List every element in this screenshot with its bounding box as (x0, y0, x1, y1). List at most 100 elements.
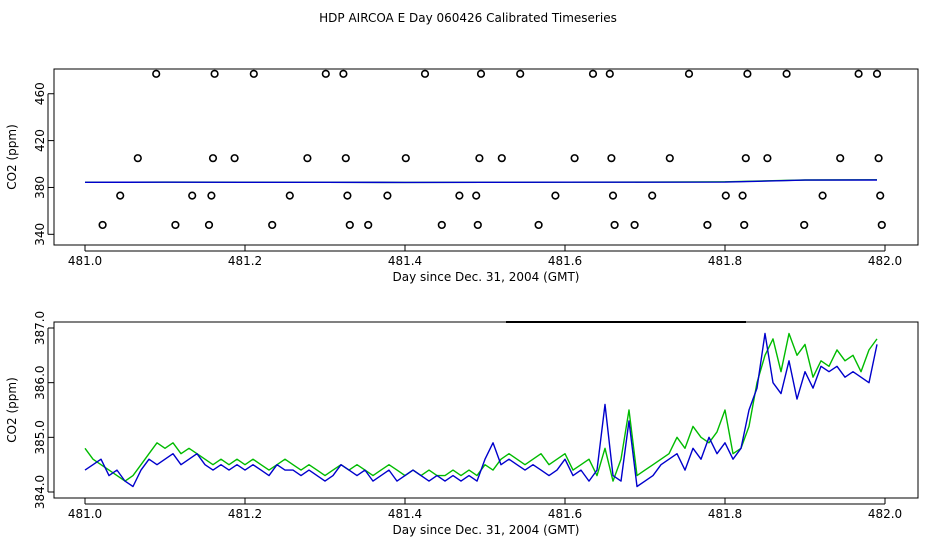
y-tick-label: 420 (33, 129, 47, 152)
data-point (534, 220, 543, 230)
data-point (472, 191, 481, 200)
data-point (738, 191, 747, 200)
data-point (364, 220, 373, 230)
data-point (420, 69, 430, 78)
data-point (684, 69, 694, 78)
data-point (763, 154, 772, 163)
data-point (475, 154, 484, 163)
data-point (437, 220, 446, 230)
x-tick-label: 481.2 (228, 254, 262, 268)
data-point (249, 69, 258, 78)
top-series-lines (84, 179, 878, 184)
data-point (285, 191, 294, 200)
bottom-series-lines (84, 332, 878, 488)
x-tick-label: 481.2 (228, 507, 262, 521)
data-point (230, 154, 239, 163)
bottom-plot-frame (53, 321, 919, 499)
y-tick-label: 380 (33, 176, 47, 199)
y-tick-label: 385.0 (33, 420, 47, 454)
data-point (188, 191, 197, 200)
data-point (665, 154, 674, 163)
x-tick-label: 482.0 (868, 254, 902, 268)
series-line (84, 179, 878, 184)
y-tick-label: 460 (33, 82, 47, 105)
data-point (782, 69, 791, 78)
data-point (455, 191, 464, 200)
bottom-y-ticks: 384.0 385.0 386.0 387.0 (33, 311, 54, 509)
bottom-panel: 481.0 481.2 481.4 481.6 481.8 482.0 384.0 385.… (5, 311, 919, 537)
series-line (84, 332, 878, 482)
data-point (171, 220, 180, 230)
data-point (605, 69, 614, 78)
data-point (98, 220, 107, 230)
data-point (152, 69, 161, 78)
data-point (743, 69, 752, 78)
data-point (473, 220, 482, 230)
series-line (84, 332, 878, 488)
top-x-ticks: 481.0 481.2 481.4 481.6 481.8 482.0 (68, 245, 902, 268)
data-point (341, 154, 350, 163)
data-point (610, 220, 619, 230)
data-point (207, 191, 216, 200)
x-tick-label: 481.0 (68, 507, 102, 521)
top-x-axis-label: Day since Dec. 31, 2004 (GMT) (393, 270, 580, 284)
top-scatter-points (98, 69, 886, 230)
data-point (268, 220, 277, 230)
bottom-x-axis-label: Day since Dec. 31, 2004 (GMT) (393, 523, 580, 537)
data-point (321, 69, 330, 78)
data-point (874, 154, 883, 163)
data-point (116, 191, 125, 200)
data-point (345, 220, 354, 230)
data-point (570, 154, 579, 163)
data-point (608, 191, 618, 200)
data-point (339, 69, 348, 78)
data-point (133, 154, 142, 163)
data-point (877, 220, 886, 230)
data-point (516, 69, 525, 78)
data-point (872, 69, 882, 78)
data-point (551, 191, 560, 200)
x-tick-label: 481.8 (708, 254, 742, 268)
chart-title: HDP AIRCOA E Day 060426 Calibrated Times… (319, 11, 617, 25)
top-panel: 481.0 481.2 481.4 481.6 481.8 482.0 340 380 420… (5, 68, 919, 284)
data-point (383, 191, 392, 200)
data-point (208, 154, 218, 163)
data-point (721, 191, 730, 200)
bottom-x-ticks: 481.0 481.2 481.4 481.6 481.8 482.0 (68, 498, 902, 521)
data-point (703, 220, 712, 230)
data-point (607, 154, 616, 163)
x-tick-label: 482.0 (868, 507, 902, 521)
top-y-axis-label: CO2 (ppm) (5, 124, 19, 190)
data-point (497, 154, 506, 163)
top-plot-frame (53, 68, 919, 246)
data-point (876, 191, 885, 200)
y-tick-label: 386.0 (33, 365, 47, 399)
y-tick-label: 387.0 (33, 311, 47, 345)
y-tick-label: 384.0 (33, 475, 47, 509)
data-point (854, 69, 863, 78)
data-point (818, 191, 827, 200)
data-point (648, 191, 657, 200)
x-tick-label: 481.8 (708, 507, 742, 521)
data-point (303, 154, 312, 163)
data-point (588, 69, 598, 78)
bottom-y-axis-label: CO2 (ppm) (5, 377, 19, 443)
data-point (210, 69, 219, 78)
y-tick-label: 340 (33, 223, 47, 246)
x-tick-label: 481.0 (68, 254, 102, 268)
x-tick-label: 481.4 (388, 254, 422, 268)
data-point (630, 220, 639, 230)
data-point (476, 69, 486, 78)
data-point (800, 220, 809, 230)
data-point (836, 154, 845, 163)
data-point (343, 191, 352, 200)
data-point (204, 220, 214, 230)
x-tick-label: 481.4 (388, 507, 422, 521)
data-point (401, 154, 410, 163)
top-y-ticks: 340 380 420 460 (33, 82, 54, 246)
x-tick-label: 481.6 (548, 507, 582, 521)
data-point (741, 154, 750, 163)
x-tick-label: 481.6 (548, 254, 582, 268)
